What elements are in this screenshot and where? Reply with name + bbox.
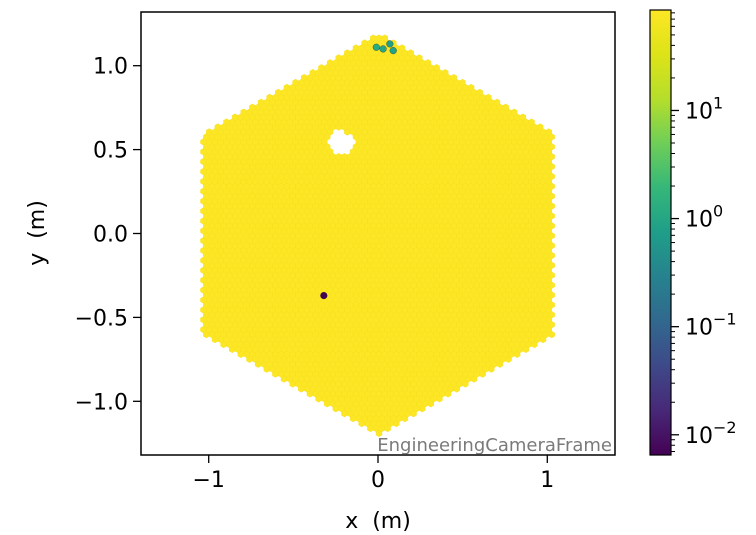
hex-cell: [240, 108, 247, 116]
hex-cell: [344, 49, 351, 57]
plot-area: [140, 11, 616, 456]
hex-cell: [537, 123, 544, 131]
y-axis-ticks: 1.0 0.5 0.0 −0.5 −1.0: [75, 55, 141, 415]
highlight-layer: [320, 40, 397, 300]
highlight-cell: [386, 40, 394, 48]
hex-cell: [424, 59, 432, 67]
hex-cell: [341, 153, 348, 161]
hex-cell: [459, 78, 466, 87]
y-tick-label: 1.0: [93, 55, 128, 80]
hex-cell: [545, 128, 552, 136]
hex-cell: [502, 103, 509, 111]
hex-cell: [275, 88, 282, 97]
colorbar-tick-label: 101: [685, 93, 723, 124]
x-axis-label: x (m): [345, 509, 411, 534]
hex-cell: [223, 118, 230, 126]
colorbar: 10−2 10−1 100 101: [649, 9, 737, 456]
hex-cell: [326, 59, 334, 67]
colorbar-tick-label: 100: [685, 202, 723, 233]
y-axis-label: y (m): [25, 200, 50, 266]
hex-cell: [476, 88, 483, 97]
hex-cell: [370, 34, 377, 42]
hex-cell: [266, 93, 273, 102]
colorbar-minor-ticks: [671, 12, 675, 453]
hex-cell: [361, 39, 368, 47]
hex-cell: [292, 78, 299, 87]
hex-cell: [485, 93, 492, 102]
y-tick-label: 0.5: [93, 139, 128, 164]
x-tick-label: −1: [192, 468, 224, 493]
hex-cell: [231, 113, 239, 121]
highlight-cell: [372, 43, 380, 51]
hex-cell: [206, 128, 213, 136]
hex-cell: [318, 64, 325, 72]
y-tick-label: −1.0: [75, 390, 128, 415]
hex-cell: [214, 123, 222, 131]
hex-cell: [450, 73, 457, 82]
colorbar-gradient: [649, 9, 672, 456]
colorbar-tick-label: 10−1: [685, 310, 737, 341]
hex-cell: [407, 49, 414, 57]
colorbar-major-ticks: 10−2 10−1 100 101: [671, 93, 737, 449]
x-tick-label: 0: [371, 468, 385, 493]
hex-cell: [442, 69, 449, 77]
hex-cell: [381, 34, 388, 42]
hex-cell: [519, 113, 527, 121]
hexbin-layer: [200, 34, 555, 437]
hex-cell: [528, 118, 535, 126]
frame-annotation: EngineeringCameraFrame: [377, 435, 612, 456]
highlight-cell: [389, 47, 397, 55]
hex-cell: [416, 54, 423, 62]
y-tick-label: −0.5: [75, 306, 128, 331]
hex-cell: [309, 69, 316, 77]
hex-cell: [467, 83, 475, 92]
x-axis-ticks: −1 0 1: [192, 455, 554, 493]
hex-cell: [301, 73, 308, 82]
hex-cell: [511, 108, 518, 116]
hex-cell: [257, 98, 265, 106]
hex-cell: [375, 34, 383, 42]
hex-cell: [493, 98, 501, 106]
hex-cell: [249, 103, 256, 111]
hex-cell: [352, 44, 360, 52]
x-tick-label: 1: [540, 468, 554, 493]
colorbar-tick-label: 10−2: [685, 418, 737, 449]
hex-cell: [433, 64, 440, 72]
y-tick-label: 0.0: [93, 223, 128, 248]
hex-cell: [398, 44, 406, 52]
hex-cell: [335, 54, 342, 62]
hex-cell: [283, 83, 291, 92]
highlight-cell: [379, 45, 387, 53]
highlight-cell: [320, 292, 328, 300]
hex-cell: [335, 153, 342, 161]
